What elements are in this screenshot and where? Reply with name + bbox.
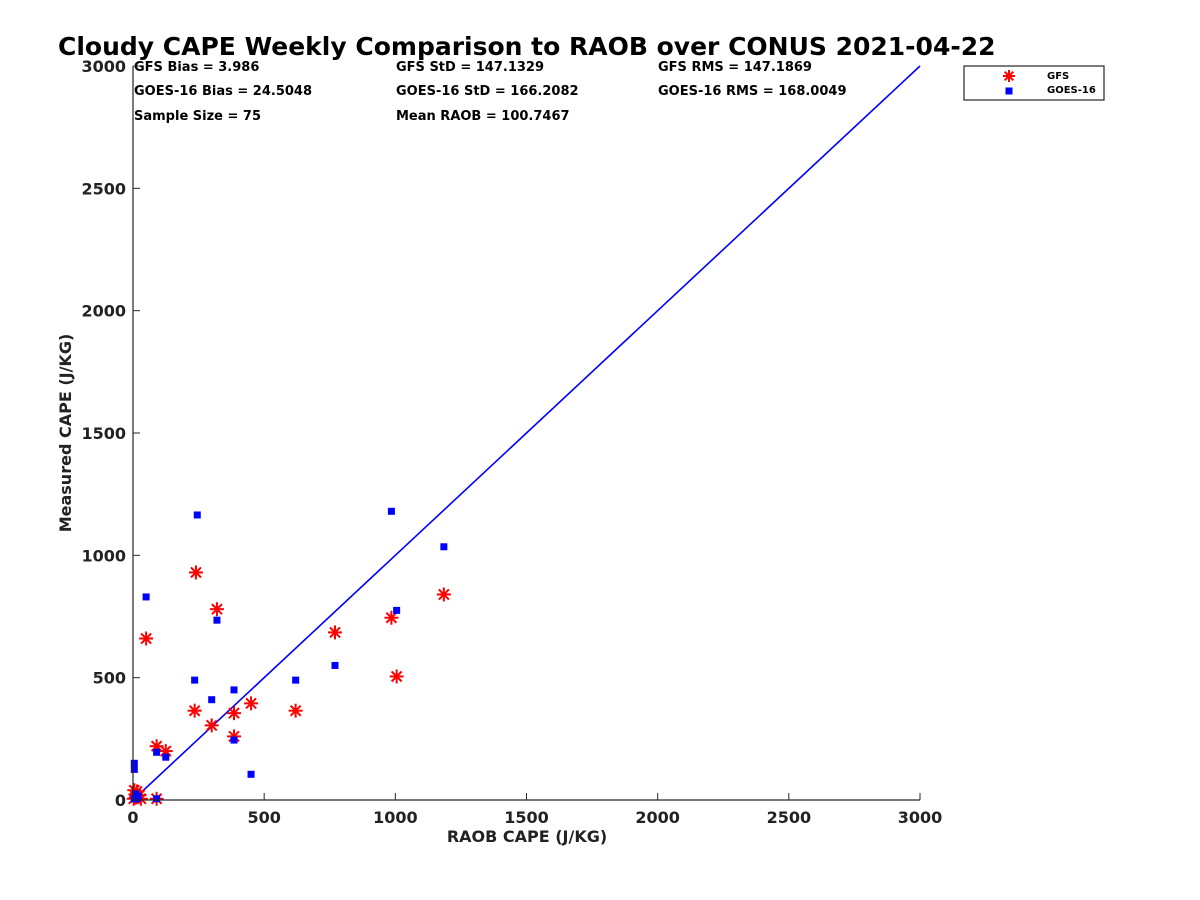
- gfs-point: [188, 565, 203, 580]
- gfs-point: [389, 669, 404, 684]
- y-axis-label: Measured CAPE (J/KG): [56, 334, 75, 533]
- one-to-one-line: [132, 65, 921, 801]
- gfs-point: [226, 706, 241, 721]
- reference-line-layer: [132, 65, 921, 801]
- goes16-point: [387, 507, 395, 515]
- y-tick-label: 3000: [81, 57, 126, 76]
- goes16-point: [191, 676, 199, 684]
- legend-box: [963, 65, 1105, 101]
- y-axis-ticks: 0 500 1000 1500 2000 2500 3000: [81, 57, 140, 810]
- x-tick-label: 0: [127, 808, 138, 827]
- goes16-point: [440, 543, 448, 551]
- legend-label: GOES-16: [1047, 85, 1096, 96]
- legend-gfs-marker: [1003, 70, 1015, 82]
- y-tick-label: 2000: [81, 302, 126, 321]
- legend: GFS GOES-16: [963, 65, 1105, 101]
- goes16-point: [213, 616, 221, 624]
- goes16-point: [230, 686, 238, 694]
- gfs-point: [209, 602, 224, 617]
- stat-text: GFS Bias = 3.986: [134, 60, 259, 75]
- goes16-point: [153, 748, 161, 756]
- goes16-point: [153, 795, 161, 803]
- y-tick-label: 500: [93, 669, 126, 688]
- stat-text: GOES-16 RMS = 168.0049: [658, 84, 847, 99]
- legend-goes16-marker: [1005, 87, 1013, 95]
- y-tick-label: 1500: [81, 424, 126, 443]
- x-tick-label: 3000: [898, 808, 943, 827]
- gfs-point: [288, 703, 303, 718]
- gfs-point: [244, 696, 259, 711]
- x-tick-label: 1500: [504, 808, 549, 827]
- gfs-point: [436, 587, 451, 602]
- x-tick-label: 2500: [767, 808, 812, 827]
- legend-label: GFS: [1047, 71, 1069, 82]
- x-axis-ticks: 0 500 1000 1500 2000 2500 3000: [127, 793, 942, 827]
- goes16-point: [331, 661, 339, 669]
- gfs-point: [204, 718, 219, 733]
- x-tick-label: 500: [247, 808, 280, 827]
- gfs-point: [187, 703, 202, 718]
- goes16-point: [247, 770, 255, 778]
- goes16-point: [162, 753, 170, 761]
- goes16-point: [193, 511, 201, 519]
- goes16-point: [230, 736, 238, 744]
- x-tick-label: 1000: [373, 808, 418, 827]
- y-tick-label: 0: [115, 791, 126, 810]
- stats-block: GFS Bias = 3.986 GFS StD = 147.1329 GFS RM…: [134, 60, 847, 124]
- stat-text: Sample Size = 75: [134, 109, 261, 124]
- stat-text: GOES-16 Bias = 24.5048: [134, 84, 312, 99]
- y-tick-label: 2500: [81, 179, 126, 198]
- gfs-point: [384, 610, 399, 625]
- gfs-point: [327, 625, 342, 640]
- x-tick-label: 2000: [635, 808, 680, 827]
- stat-text: GFS StD = 147.1329: [396, 60, 544, 75]
- chart-title: Cloudy CAPE Weekly Comparison to RAOB ov…: [58, 32, 996, 61]
- gfs-point: [139, 631, 154, 646]
- goes16-point: [393, 606, 401, 614]
- y-tick-label: 1000: [81, 546, 126, 565]
- goes16-point: [208, 696, 216, 704]
- data-points-layer: [126, 507, 451, 806]
- goes16-point: [133, 795, 141, 803]
- goes16-point: [130, 765, 138, 773]
- goes16-point: [130, 759, 138, 767]
- goes16-point: [142, 593, 150, 601]
- stat-text: Mean RAOB = 100.7467: [396, 109, 570, 124]
- stat-text: GOES-16 StD = 166.2082: [396, 84, 579, 99]
- stat-text: GFS RMS = 147.1869: [658, 60, 812, 75]
- goes16-point: [292, 676, 300, 684]
- x-axis-label: RAOB CAPE (J/KG): [447, 827, 607, 846]
